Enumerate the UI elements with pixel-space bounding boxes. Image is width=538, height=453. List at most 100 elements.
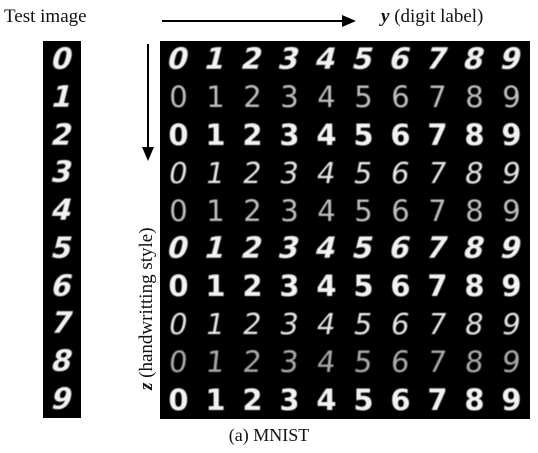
generated-digit-cell: 1 (197, 79, 234, 117)
generated-digit-cell: 8 (456, 41, 493, 79)
generated-digit: 3 (279, 117, 300, 152)
generated-digit: 2 (243, 80, 262, 115)
generated-digit: 9 (500, 344, 523, 379)
generated-digit-cell: 0 (160, 268, 197, 306)
generated-digit-cell: 0 (160, 192, 197, 230)
generated-digit: 7 (425, 155, 450, 190)
generated-digit: 6 (388, 306, 413, 341)
generated-digit-cell: 5 (345, 343, 382, 381)
generated-digit: 0 (166, 155, 191, 190)
generated-digit: 0 (168, 382, 189, 417)
y-axis-label: y (digit label) (381, 6, 483, 28)
generated-digit-cell: 0 (160, 230, 197, 268)
generated-digit-cell: 7 (419, 343, 456, 381)
generated-digit-cell: 4 (308, 306, 345, 344)
generated-digit-cell: 6 (382, 306, 419, 344)
generated-digit-cell: 4 (308, 154, 345, 192)
generated-digit-cell: 1 (197, 154, 234, 192)
test-digit: 5 (47, 230, 77, 265)
generated-digit-cell: 1 (197, 230, 234, 268)
generated-digit-cell: 7 (419, 79, 456, 117)
generated-digit-cell: 3 (271, 41, 308, 79)
generated-digit: 6 (390, 117, 411, 152)
generated-digit-cell: 6 (382, 192, 419, 230)
test-image-label: Test image (4, 6, 87, 27)
generated-digit-cell: 5 (345, 381, 382, 419)
generated-digit: 0 (164, 231, 193, 266)
generated-digit: 1 (206, 80, 225, 115)
generated-digit: 2 (242, 269, 263, 304)
generated-digit-cell: 2 (234, 154, 271, 192)
generated-digit-cell: 9 (493, 343, 530, 381)
arrow-down-icon (142, 44, 154, 161)
generated-digit: 3 (279, 382, 300, 417)
generated-digit-cell: 5 (345, 79, 382, 117)
generated-digit-cell: 2 (234, 79, 271, 117)
generated-digit: 1 (203, 155, 228, 190)
generated-digit: 0 (168, 117, 189, 152)
generated-digit: 7 (423, 231, 452, 266)
generated-digit: 8 (464, 117, 485, 152)
generated-digit: 6 (389, 344, 412, 379)
test-digit-cell: 5 (43, 230, 81, 268)
generated-digit-cell: 7 (419, 192, 456, 230)
test-digit-cell: 4 (43, 192, 81, 230)
generated-digit-cell: 7 (419, 381, 456, 419)
generated-digit: 2 (241, 344, 264, 379)
generated-digit-cell: 1 (197, 192, 234, 230)
generated-digit: 3 (275, 231, 304, 266)
generated-digit: 5 (354, 193, 373, 228)
test-digit: 9 (47, 381, 77, 416)
generated-digit: 1 (203, 306, 228, 341)
generated-digit: 4 (316, 269, 337, 304)
generated-digit: 4 (315, 344, 338, 379)
generated-digit-cell: 8 (456, 306, 493, 344)
generated-digit: 4 (316, 382, 337, 417)
generated-digit: 7 (427, 382, 448, 417)
generated-digit-cell: 8 (456, 192, 493, 230)
generated-digit: 1 (204, 344, 227, 379)
generated-digit-cell: 6 (382, 230, 419, 268)
generated-digit: 7 (428, 193, 447, 228)
generated-digit: 8 (462, 306, 487, 341)
generated-digit-cell: 6 (382, 79, 419, 117)
generated-digit: 1 (205, 382, 226, 417)
generated-digit-cell: 9 (493, 381, 530, 419)
generated-digit-cell: 2 (234, 192, 271, 230)
generated-digit-cell: 4 (308, 79, 345, 117)
generated-digit: 6 (386, 231, 415, 266)
generated-digit-cell: 4 (308, 268, 345, 306)
generated-digit: 1 (206, 193, 225, 228)
z-axis-label: z (handwritting style) (136, 227, 158, 390)
generated-digit: 4 (317, 193, 336, 228)
generated-digit-cell: 8 (456, 381, 493, 419)
generated-digit-cell: 9 (493, 306, 530, 344)
generated-digit-cell: 9 (493, 192, 530, 230)
generated-digit: 3 (280, 80, 299, 115)
generated-digit-cell: 3 (271, 343, 308, 381)
generated-digit: 8 (465, 80, 484, 115)
generated-digit-cell: 3 (271, 79, 308, 117)
generated-digit-cell: 9 (493, 79, 530, 117)
generated-digit: 7 (427, 117, 448, 152)
generated-digit-cell: 7 (419, 268, 456, 306)
test-digit: 3 (47, 155, 77, 190)
test-digit: 2 (47, 117, 77, 152)
generated-digit-cell: 0 (160, 306, 197, 344)
generated-digit: 5 (354, 80, 373, 115)
generated-digit-cell: 2 (234, 230, 271, 268)
generated-digit-cell: 6 (382, 381, 419, 419)
generated-digit: 8 (464, 382, 485, 417)
generated-digit: 0 (166, 306, 191, 341)
generated-digit: 3 (275, 42, 304, 77)
generated-digit-cell: 1 (197, 381, 234, 419)
generated-digit-cell: 5 (345, 306, 382, 344)
test-digit: 8 (47, 343, 77, 378)
generated-digit-cell: 4 (308, 230, 345, 268)
generated-digit-cell: 1 (197, 306, 234, 344)
generated-digit: 8 (464, 269, 485, 304)
generated-digit-cell: 3 (271, 230, 308, 268)
generated-digit-cell: 3 (271, 117, 308, 155)
generated-digit: 6 (391, 80, 410, 115)
